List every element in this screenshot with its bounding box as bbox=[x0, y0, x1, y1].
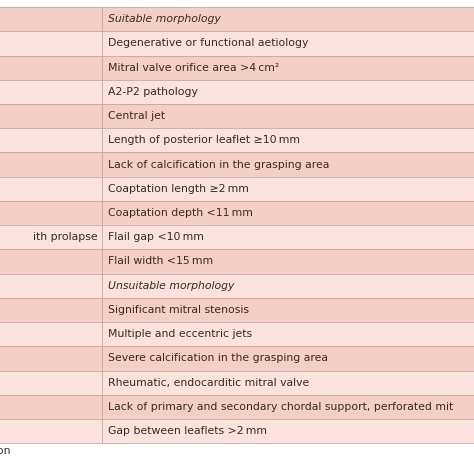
Bar bbox=[0, 128, 474, 153]
Bar bbox=[0, 419, 474, 443]
Bar bbox=[0, 7, 474, 31]
Bar bbox=[0, 322, 474, 346]
Bar bbox=[0, 249, 474, 273]
Text: Coaptation depth <11 mm: Coaptation depth <11 mm bbox=[108, 208, 253, 218]
Bar bbox=[0, 177, 474, 201]
Text: Gap between leaflets >2 mm: Gap between leaflets >2 mm bbox=[108, 426, 266, 436]
Text: ith prolapse: ith prolapse bbox=[34, 232, 98, 242]
Text: Coaptation length ≥2 mm: Coaptation length ≥2 mm bbox=[108, 184, 248, 194]
Text: Central jet: Central jet bbox=[108, 111, 165, 121]
Text: Flail width <15 mm: Flail width <15 mm bbox=[108, 256, 213, 266]
Text: Rheumatic, endocarditic mitral valve: Rheumatic, endocarditic mitral valve bbox=[108, 378, 309, 388]
Bar bbox=[0, 273, 474, 298]
Bar bbox=[0, 225, 474, 249]
Bar bbox=[0, 31, 474, 55]
Bar bbox=[0, 346, 474, 371]
Text: ation: ation bbox=[0, 446, 11, 456]
Bar bbox=[0, 55, 474, 80]
Bar bbox=[0, 153, 474, 177]
Text: Lack of calcification in the grasping area: Lack of calcification in the grasping ar… bbox=[108, 160, 329, 170]
Text: A2-P2 pathology: A2-P2 pathology bbox=[108, 87, 198, 97]
Text: Unsuitable morphology: Unsuitable morphology bbox=[108, 281, 234, 291]
Bar bbox=[0, 371, 474, 395]
Text: Severe calcification in the grasping area: Severe calcification in the grasping are… bbox=[108, 354, 328, 364]
Text: Flail gap <10 mm: Flail gap <10 mm bbox=[108, 232, 203, 242]
Bar bbox=[0, 201, 474, 225]
Bar bbox=[0, 80, 474, 104]
Text: Length of posterior leaflet ≥10 mm: Length of posterior leaflet ≥10 mm bbox=[108, 136, 300, 146]
Text: Mitral valve orifice area >4 cm²: Mitral valve orifice area >4 cm² bbox=[108, 63, 279, 73]
Text: Multiple and eccentric jets: Multiple and eccentric jets bbox=[108, 329, 252, 339]
Text: Lack of primary and secondary chordal support, perforated mit: Lack of primary and secondary chordal su… bbox=[108, 402, 453, 412]
Text: Significant mitral stenosis: Significant mitral stenosis bbox=[108, 305, 248, 315]
Text: Suitable morphology: Suitable morphology bbox=[108, 14, 220, 24]
Text: Degenerative or functional aetiology: Degenerative or functional aetiology bbox=[108, 38, 308, 48]
Bar bbox=[0, 298, 474, 322]
Bar bbox=[0, 395, 474, 419]
Bar bbox=[0, 104, 474, 128]
